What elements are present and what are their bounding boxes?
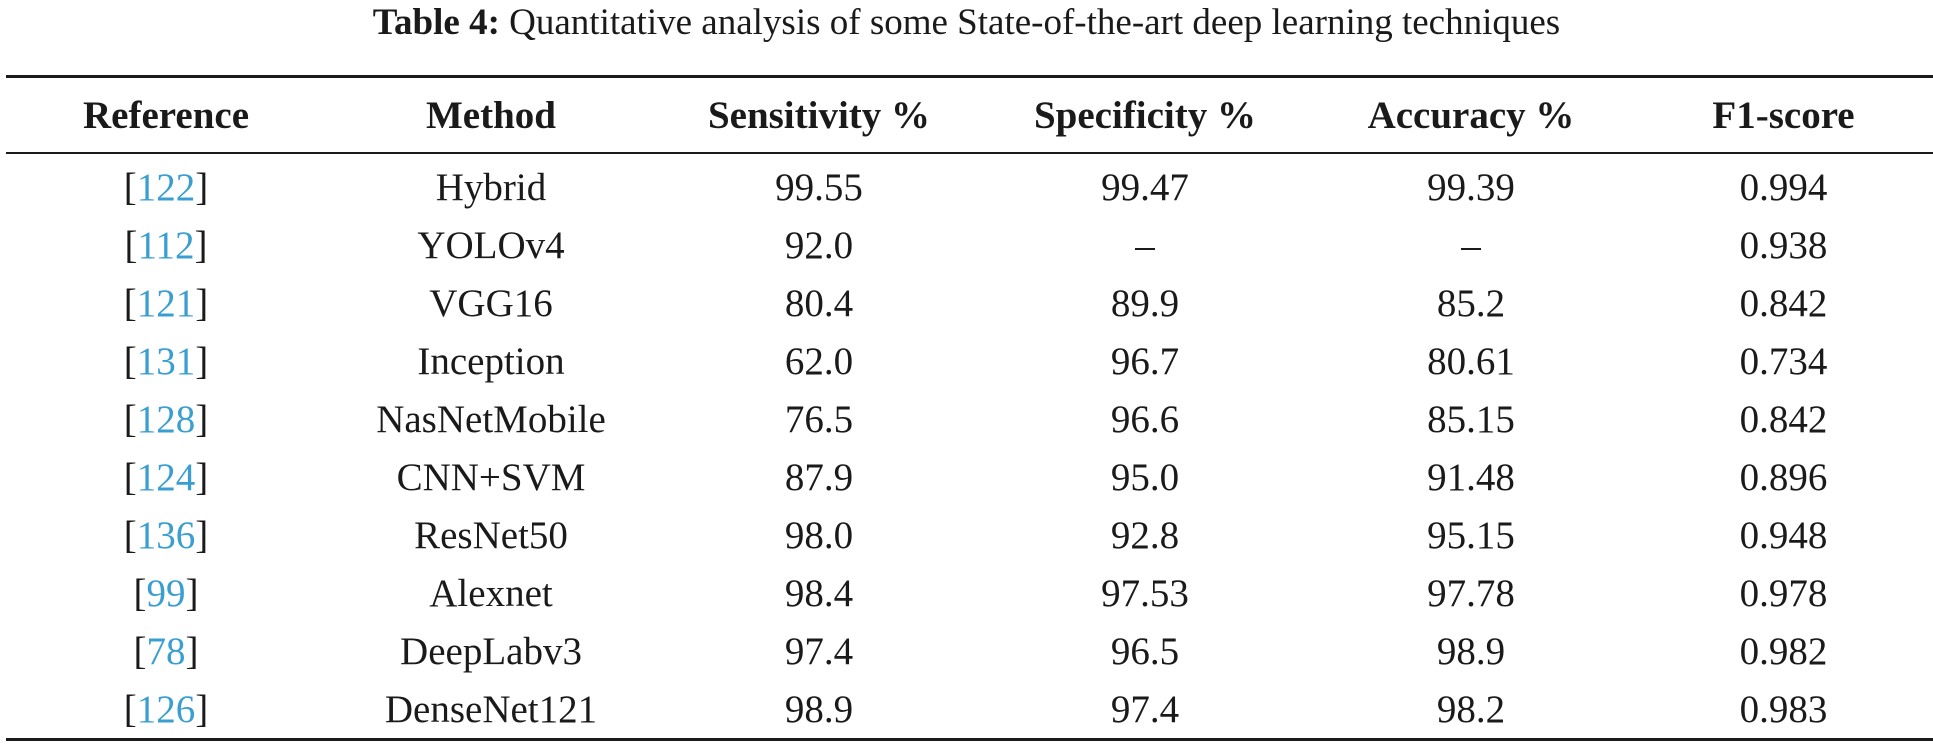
cell-f1-score: 0.978 xyxy=(1739,571,1828,615)
cell-sensitivity: 62.0 xyxy=(784,339,854,383)
cell-reference: [121] xyxy=(123,281,209,325)
header-accuracy: Accuracy % xyxy=(1367,93,1575,137)
citation-link[interactable]: 112 xyxy=(137,223,195,267)
cell-method: VGG16 xyxy=(429,281,553,325)
table-caption-label: Table 4: xyxy=(372,2,500,43)
cell-reference: [124] xyxy=(123,455,209,499)
cell-f1-score: 0.734 xyxy=(1739,339,1828,383)
cell-reference: [131] xyxy=(123,339,209,383)
cell-accuracy: 98.2 xyxy=(1436,687,1506,731)
cell-specificity: 96.7 xyxy=(1110,339,1180,383)
table-header: Reference Method Sensitivity % Specifici… xyxy=(6,76,1933,153)
cell-accuracy: 95.15 xyxy=(1427,513,1515,557)
cell-method: CNN+SVM xyxy=(396,455,586,499)
citation-link[interactable]: 121 xyxy=(136,281,196,325)
cell-specificity: 95.0 xyxy=(1110,455,1180,499)
cell-sensitivity: 98.0 xyxy=(784,513,854,557)
table-row: [78] DeepLabv3 97.4 96.5 98.9 0.982 xyxy=(6,622,1933,680)
header-method: Method xyxy=(426,93,556,137)
header-sensitivity: Sensitivity % xyxy=(707,93,931,137)
citation-link[interactable]: 136 xyxy=(136,513,196,557)
citation-link[interactable]: 124 xyxy=(136,455,196,499)
table-row: [112] YOLOv4 92.0 – – 0.938 xyxy=(6,216,1933,274)
cell-specificity: – xyxy=(1135,223,1155,267)
citation-link[interactable]: 131 xyxy=(136,339,196,383)
cell-specificity: 96.6 xyxy=(1110,397,1180,441)
citation-link[interactable]: 78 xyxy=(146,629,186,673)
table-row: [122] Hybrid 99.55 99.47 99.39 0.994 xyxy=(6,153,1933,216)
cell-specificity: 89.9 xyxy=(1110,281,1180,325)
table-row: [131] Inception 62.0 96.7 80.61 0.734 xyxy=(6,332,1933,390)
cell-accuracy: 80.61 xyxy=(1427,339,1515,383)
cell-method: Hybrid xyxy=(435,165,547,209)
header-row: Reference Method Sensitivity % Specifici… xyxy=(6,76,1933,153)
header-f1-score: F1-score xyxy=(1712,93,1855,137)
cell-specificity: 97.4 xyxy=(1110,687,1180,731)
cell-reference: [128] xyxy=(123,397,209,441)
cell-reference: [99] xyxy=(133,571,199,615)
cell-f1-score: 0.948 xyxy=(1739,513,1828,557)
cell-f1-score: 0.842 xyxy=(1739,281,1828,325)
header-reference: Reference xyxy=(83,93,249,137)
cell-accuracy: 85.15 xyxy=(1427,397,1515,441)
cell-method: YOLOv4 xyxy=(417,223,565,267)
cell-sensitivity: 98.4 xyxy=(784,571,854,615)
cell-sensitivity: 97.4 xyxy=(784,629,854,673)
cell-specificity: 92.8 xyxy=(1110,513,1180,557)
cell-sensitivity: 92.0 xyxy=(784,223,854,267)
cell-specificity: 99.47 xyxy=(1101,165,1189,209)
citation-link[interactable]: 122 xyxy=(136,165,196,209)
cell-reference: [112] xyxy=(124,223,208,267)
cell-sensitivity: 76.5 xyxy=(784,397,854,441)
header-specificity: Specificity % xyxy=(1033,93,1257,137)
cell-reference: [122] xyxy=(123,165,209,209)
cell-method: Alexnet xyxy=(429,571,553,615)
cell-accuracy: 97.78 xyxy=(1427,571,1515,615)
cell-method: NasNetMobile xyxy=(376,397,606,441)
cell-method: DeepLabv3 xyxy=(400,629,582,673)
table-row: [128] NasNetMobile 76.5 96.6 85.15 0.842 xyxy=(6,390,1933,448)
cell-specificity: 96.5 xyxy=(1110,629,1180,673)
cell-f1-score: 0.994 xyxy=(1739,165,1828,209)
cell-accuracy: 85.2 xyxy=(1436,281,1506,325)
cell-accuracy: 98.9 xyxy=(1436,629,1506,673)
cell-reference: [78] xyxy=(133,629,199,673)
cell-accuracy: 99.39 xyxy=(1427,165,1515,209)
cell-reference: [126] xyxy=(123,687,209,731)
cell-sensitivity: 99.55 xyxy=(775,165,863,209)
cell-accuracy: 91.48 xyxy=(1427,455,1515,499)
table-caption: Table 4: Quantitative analysis of some S… xyxy=(0,0,1933,46)
cell-f1-score: 0.982 xyxy=(1739,629,1828,673)
cell-method: Inception xyxy=(417,339,565,383)
cell-f1-score: 0.896 xyxy=(1739,455,1828,499)
table-body: [122] Hybrid 99.55 99.47 99.39 0.994 [112] YOLO… xyxy=(6,153,1933,740)
table-row: [124] CNN+SVM 87.9 95.0 91.48 0.896 xyxy=(6,448,1933,506)
cell-method: ResNet50 xyxy=(414,513,568,557)
citation-link[interactable]: 128 xyxy=(136,397,196,441)
cell-accuracy: – xyxy=(1461,223,1481,267)
table-row: [121] VGG16 80.4 89.9 85.2 0.842 xyxy=(6,274,1933,332)
cell-f1-score: 0.983 xyxy=(1739,687,1828,731)
cell-sensitivity: 87.9 xyxy=(784,455,854,499)
cell-reference: [136] xyxy=(123,513,209,557)
citation-link[interactable]: 99 xyxy=(146,571,186,615)
table-row: [99] Alexnet 98.4 97.53 97.78 0.978 xyxy=(6,564,1933,622)
cell-sensitivity: 80.4 xyxy=(784,281,854,325)
table-caption-text: Quantitative analysis of some State-of-t… xyxy=(499,2,1561,43)
cell-f1-score: 0.842 xyxy=(1739,397,1828,441)
cell-sensitivity: 98.9 xyxy=(784,687,854,731)
cell-specificity: 97.53 xyxy=(1101,571,1189,615)
citation-link[interactable]: 126 xyxy=(136,687,196,731)
table-row: [136] ResNet50 98.0 92.8 95.15 0.948 xyxy=(6,506,1933,564)
cell-method: DenseNet121 xyxy=(384,687,598,731)
cell-f1-score: 0.938 xyxy=(1739,223,1828,267)
results-table: Reference Method Sensitivity % Specifici… xyxy=(6,75,1933,741)
table-row: [126] DenseNet121 98.9 97.4 98.2 0.983 xyxy=(6,680,1933,740)
